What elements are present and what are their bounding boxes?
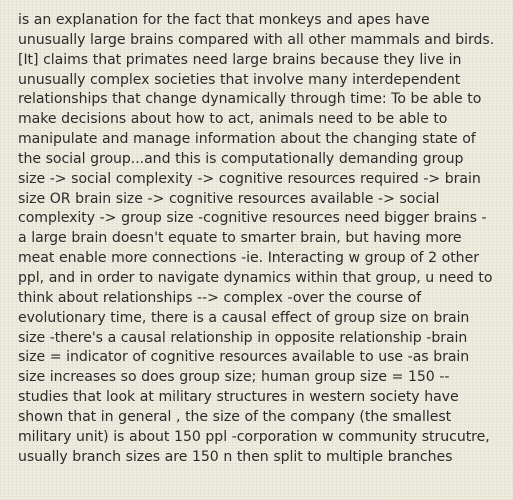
document-page: is an explanation for the fact that monk…	[0, 0, 513, 500]
body-text: is an explanation for the fact that monk…	[18, 11, 495, 467]
